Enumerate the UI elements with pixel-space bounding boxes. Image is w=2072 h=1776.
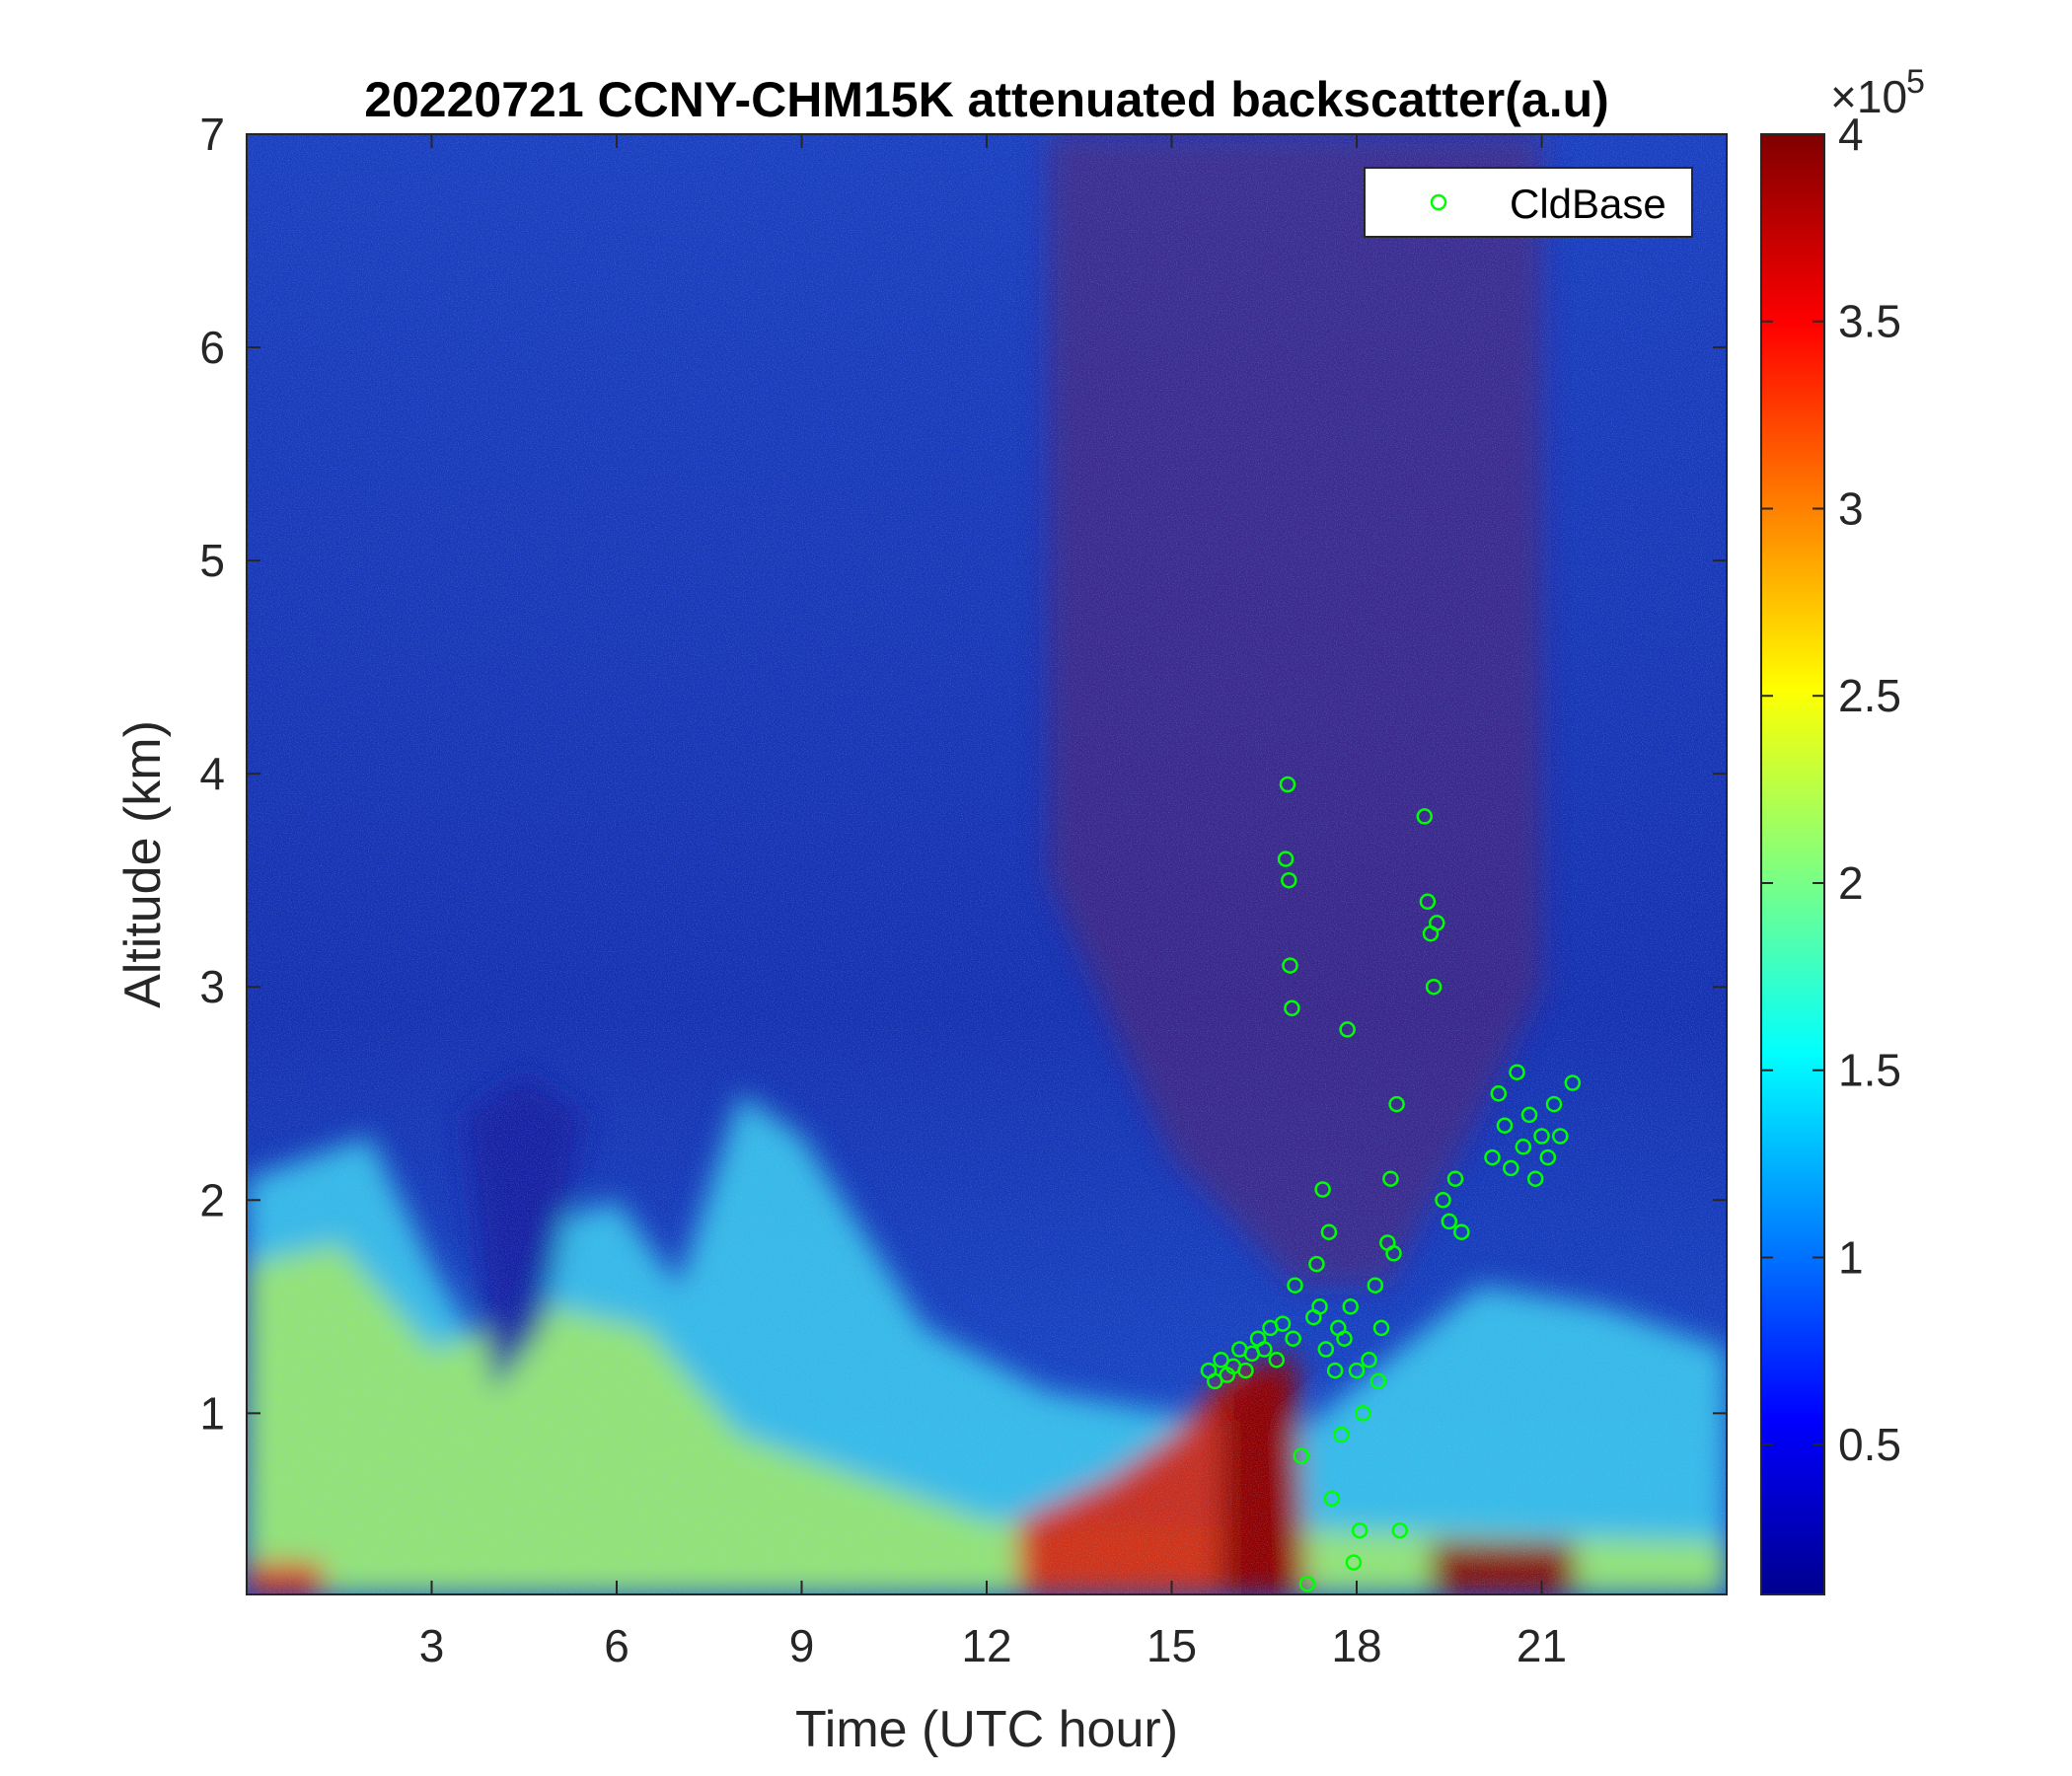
cldbase-point (1441, 1213, 1458, 1230)
x-tick-label: 3 (419, 1620, 445, 1671)
cldbase-point (1345, 1554, 1363, 1571)
cldbase-point (1496, 1117, 1514, 1134)
colorbar-tick-label: 4 (1838, 109, 1864, 160)
colorbar-exponent-base: ×10 (1830, 71, 1907, 122)
cldbase-point (1361, 1352, 1377, 1369)
colorbar-tick-label: 1.5 (1838, 1045, 1901, 1096)
cldbase-point (1336, 1330, 1353, 1347)
cldbase-point (1285, 1330, 1301, 1347)
cldbase-point (1429, 915, 1445, 931)
cldbase-point (1279, 776, 1296, 793)
x-axis-label: Time (UTC hour) (795, 1701, 1178, 1758)
colorbar-tick-label: 3 (1838, 482, 1864, 534)
cldbase-point (1323, 1490, 1341, 1508)
x-tick-label: 6 (604, 1620, 629, 1671)
colorbar-tick-label: 3.5 (1838, 296, 1901, 347)
cldbase-point (1274, 1315, 1292, 1332)
legend-box (1364, 167, 1693, 238)
cldbase-point (1367, 1277, 1384, 1294)
cldbase-point (1311, 1298, 1328, 1315)
cldbase-point (1355, 1405, 1371, 1422)
cldbase-point (1533, 1128, 1550, 1145)
colorbar-tick-label: 2.5 (1838, 670, 1901, 721)
cldbase-point (1385, 1245, 1402, 1262)
cldbase-point (1281, 871, 1297, 889)
y-tick-label: 3 (199, 961, 225, 1012)
cldbase-point (1545, 1095, 1563, 1113)
x-tick-label: 18 (1331, 1620, 1381, 1671)
cldbase-point (1339, 1021, 1356, 1038)
cldbase-point (1256, 1341, 1273, 1358)
colorbar-gradient (1760, 133, 1825, 1595)
cldbase-point (1326, 1362, 1344, 1379)
y-tick-label: 7 (199, 109, 225, 160)
x-tick-label: 15 (1147, 1620, 1197, 1671)
legend-label-cldbase: CldBase (1510, 181, 1666, 227)
cldbase-point (1564, 1074, 1582, 1091)
cldbase-point (1382, 1170, 1399, 1187)
colorbar-tick-label: 2 (1838, 857, 1864, 909)
cldbase-point (1526, 1170, 1544, 1187)
x-axis: 3 6 9 12 15 18 21 (419, 134, 1567, 1671)
cldbase-point (1388, 1095, 1405, 1113)
cldbase-point (1419, 893, 1437, 911)
cldbase-point (1490, 1085, 1508, 1102)
x-tick-label: 9 (789, 1620, 815, 1671)
cldbase-point (1372, 1319, 1390, 1337)
y-tick-label: 2 (199, 1174, 225, 1225)
legend-marker-cldbase (1430, 193, 1447, 211)
cldbase-point (1453, 1223, 1470, 1240)
cldbase-point (1520, 1106, 1538, 1124)
cldbase-point (1369, 1372, 1387, 1390)
cldbase-point (1342, 1298, 1359, 1315)
chart-title: 20220721 CCNY-CHM15K attenuated backscat… (364, 72, 1609, 127)
y-tick-label: 6 (199, 322, 225, 373)
cldbase-point (1391, 1521, 1409, 1539)
cldbase-point (1237, 1362, 1254, 1379)
cldbase-point (1298, 1575, 1316, 1592)
cldbase-point (1503, 1159, 1519, 1177)
cldbase-point (1425, 978, 1443, 996)
cldbase-point (1207, 1372, 1223, 1390)
y-axis-label: Altitude (km) (114, 720, 172, 1008)
cldbase-point (1284, 999, 1300, 1017)
cldbase-point (1348, 1362, 1366, 1379)
cldbase-point (1314, 1181, 1331, 1198)
x-tick-label: 21 (1517, 1620, 1567, 1671)
cldbase-series (1200, 776, 1582, 1592)
cldbase-point (1333, 1426, 1350, 1443)
cldbase-point (1484, 1148, 1501, 1166)
cldbase-point (1293, 1447, 1310, 1464)
cldbase-point (1317, 1341, 1335, 1358)
cldbase-point (1213, 1352, 1229, 1369)
cldbase-point (1308, 1255, 1325, 1273)
cldbase-point (1320, 1223, 1338, 1240)
x-tick-label: 12 (961, 1620, 1011, 1671)
cldbase-point (1268, 1352, 1286, 1369)
cldbase-point (1539, 1148, 1557, 1166)
heatmap-field (247, 134, 1727, 1594)
y-tick-label: 4 (199, 748, 225, 799)
cldbase-point (1282, 957, 1298, 974)
cldbase-point (1552, 1128, 1569, 1145)
y-tick-label: 1 (199, 1387, 225, 1439)
legend: CldBase (1364, 167, 1693, 238)
colorbar: 0.5 1 1.5 2 2.5 3 3.5 4 ×10 5 (1760, 63, 1925, 1595)
cldbase-point (1351, 1521, 1369, 1539)
colorbar-tick-label: 0.5 (1838, 1419, 1901, 1470)
cldbase-point (1509, 1064, 1525, 1080)
colorbar-tick-label: 1 (1838, 1231, 1864, 1283)
cldbase-point (1446, 1170, 1464, 1187)
colorbar-exponent-power: 5 (1906, 63, 1925, 101)
cldbase-point (1287, 1277, 1303, 1294)
cldbase-point (1435, 1192, 1451, 1209)
cldbase-point (1416, 808, 1434, 825)
cldbase-point (1277, 851, 1295, 867)
cldbase-point (1515, 1139, 1532, 1155)
y-axis: 1 2 3 4 5 6 7 (199, 109, 1727, 1439)
y-tick-label: 5 (199, 535, 225, 586)
